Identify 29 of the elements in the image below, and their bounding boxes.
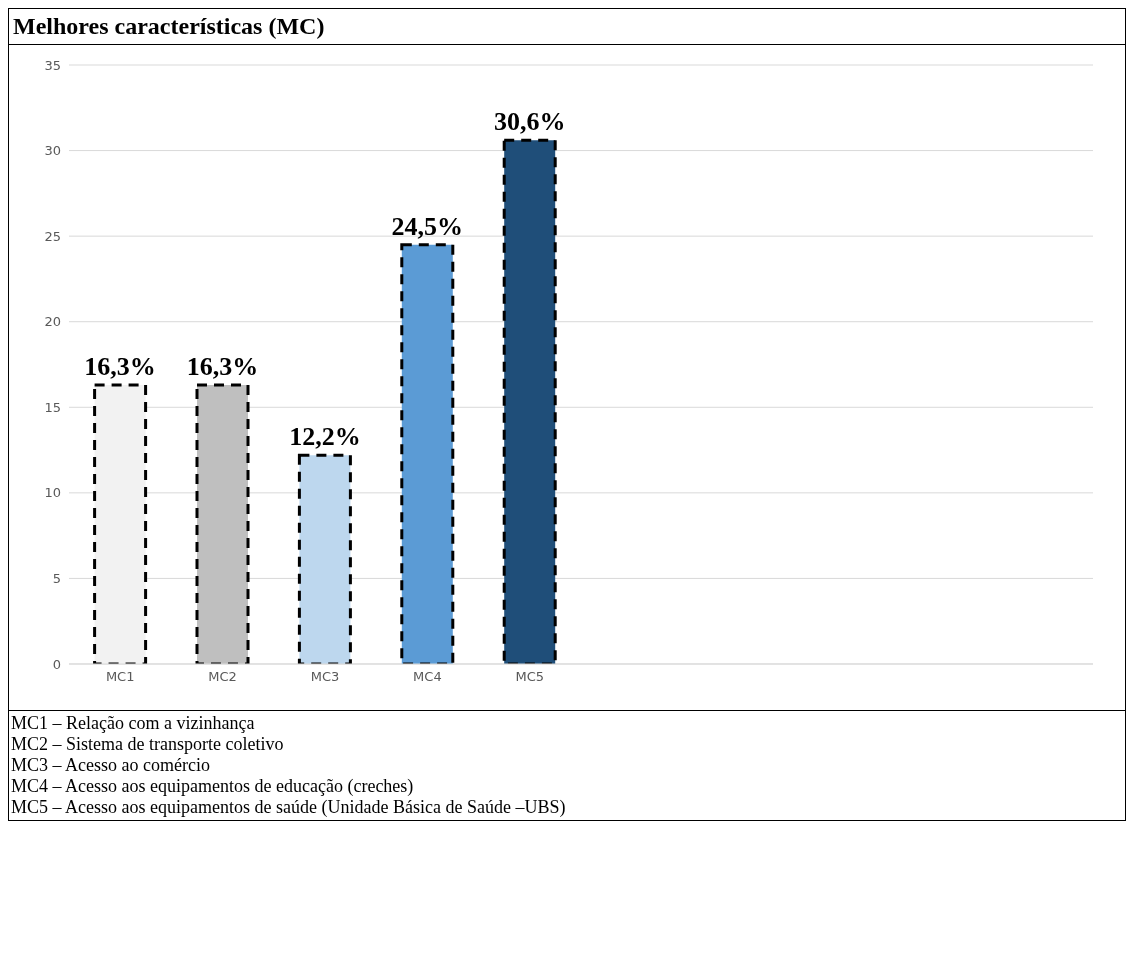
- text: MC5 – Acesso aos equipamentos de saúde (Unidade Básica de Saúde –UBS): [11, 797, 567, 818]
- data-label: 24,5%: [391, 211, 464, 241]
- bar: [93, 383, 148, 664]
- x-tick-label: MC1: [105, 669, 135, 685]
- y-tick-label: 0: [52, 656, 61, 672]
- x-tick-label: MC2: [208, 669, 237, 685]
- y-tick-label: 20: [44, 314, 61, 330]
- text: MC2 – Sistema de transporte coletivo: [11, 734, 285, 755]
- data-label: 30,6%: [493, 107, 566, 137]
- y-tick-label: 35: [44, 57, 61, 73]
- bar: [400, 243, 455, 664]
- data-label: 16,3%: [84, 352, 156, 382]
- text: MC1 – Relação com a vizinhança: [11, 713, 256, 734]
- y-tick-label: 30: [44, 143, 61, 159]
- text: MC4 – Acesso aos equipamentos de educação (creches): [11, 776, 415, 797]
- x-tick-label: MC5: [515, 669, 545, 685]
- bar: [502, 138, 557, 664]
- y-tick-label: 10: [44, 485, 61, 501]
- bar: [195, 383, 250, 664]
- data-label: 16,3%: [186, 352, 259, 382]
- text: MC3 – Acesso ao comércio: [11, 755, 211, 776]
- bar: [297, 453, 352, 664]
- y-tick-label: 5: [52, 571, 61, 587]
- x-tick-label: MC4: [413, 669, 442, 685]
- y-tick-label: 25: [44, 228, 61, 244]
- x-tick-label: MC3: [310, 669, 340, 685]
- chart-title: Melhores características (MC): [9, 9, 1125, 45]
- data-label: 12,2%: [289, 422, 361, 452]
- y-tick-label: 15: [44, 399, 61, 415]
